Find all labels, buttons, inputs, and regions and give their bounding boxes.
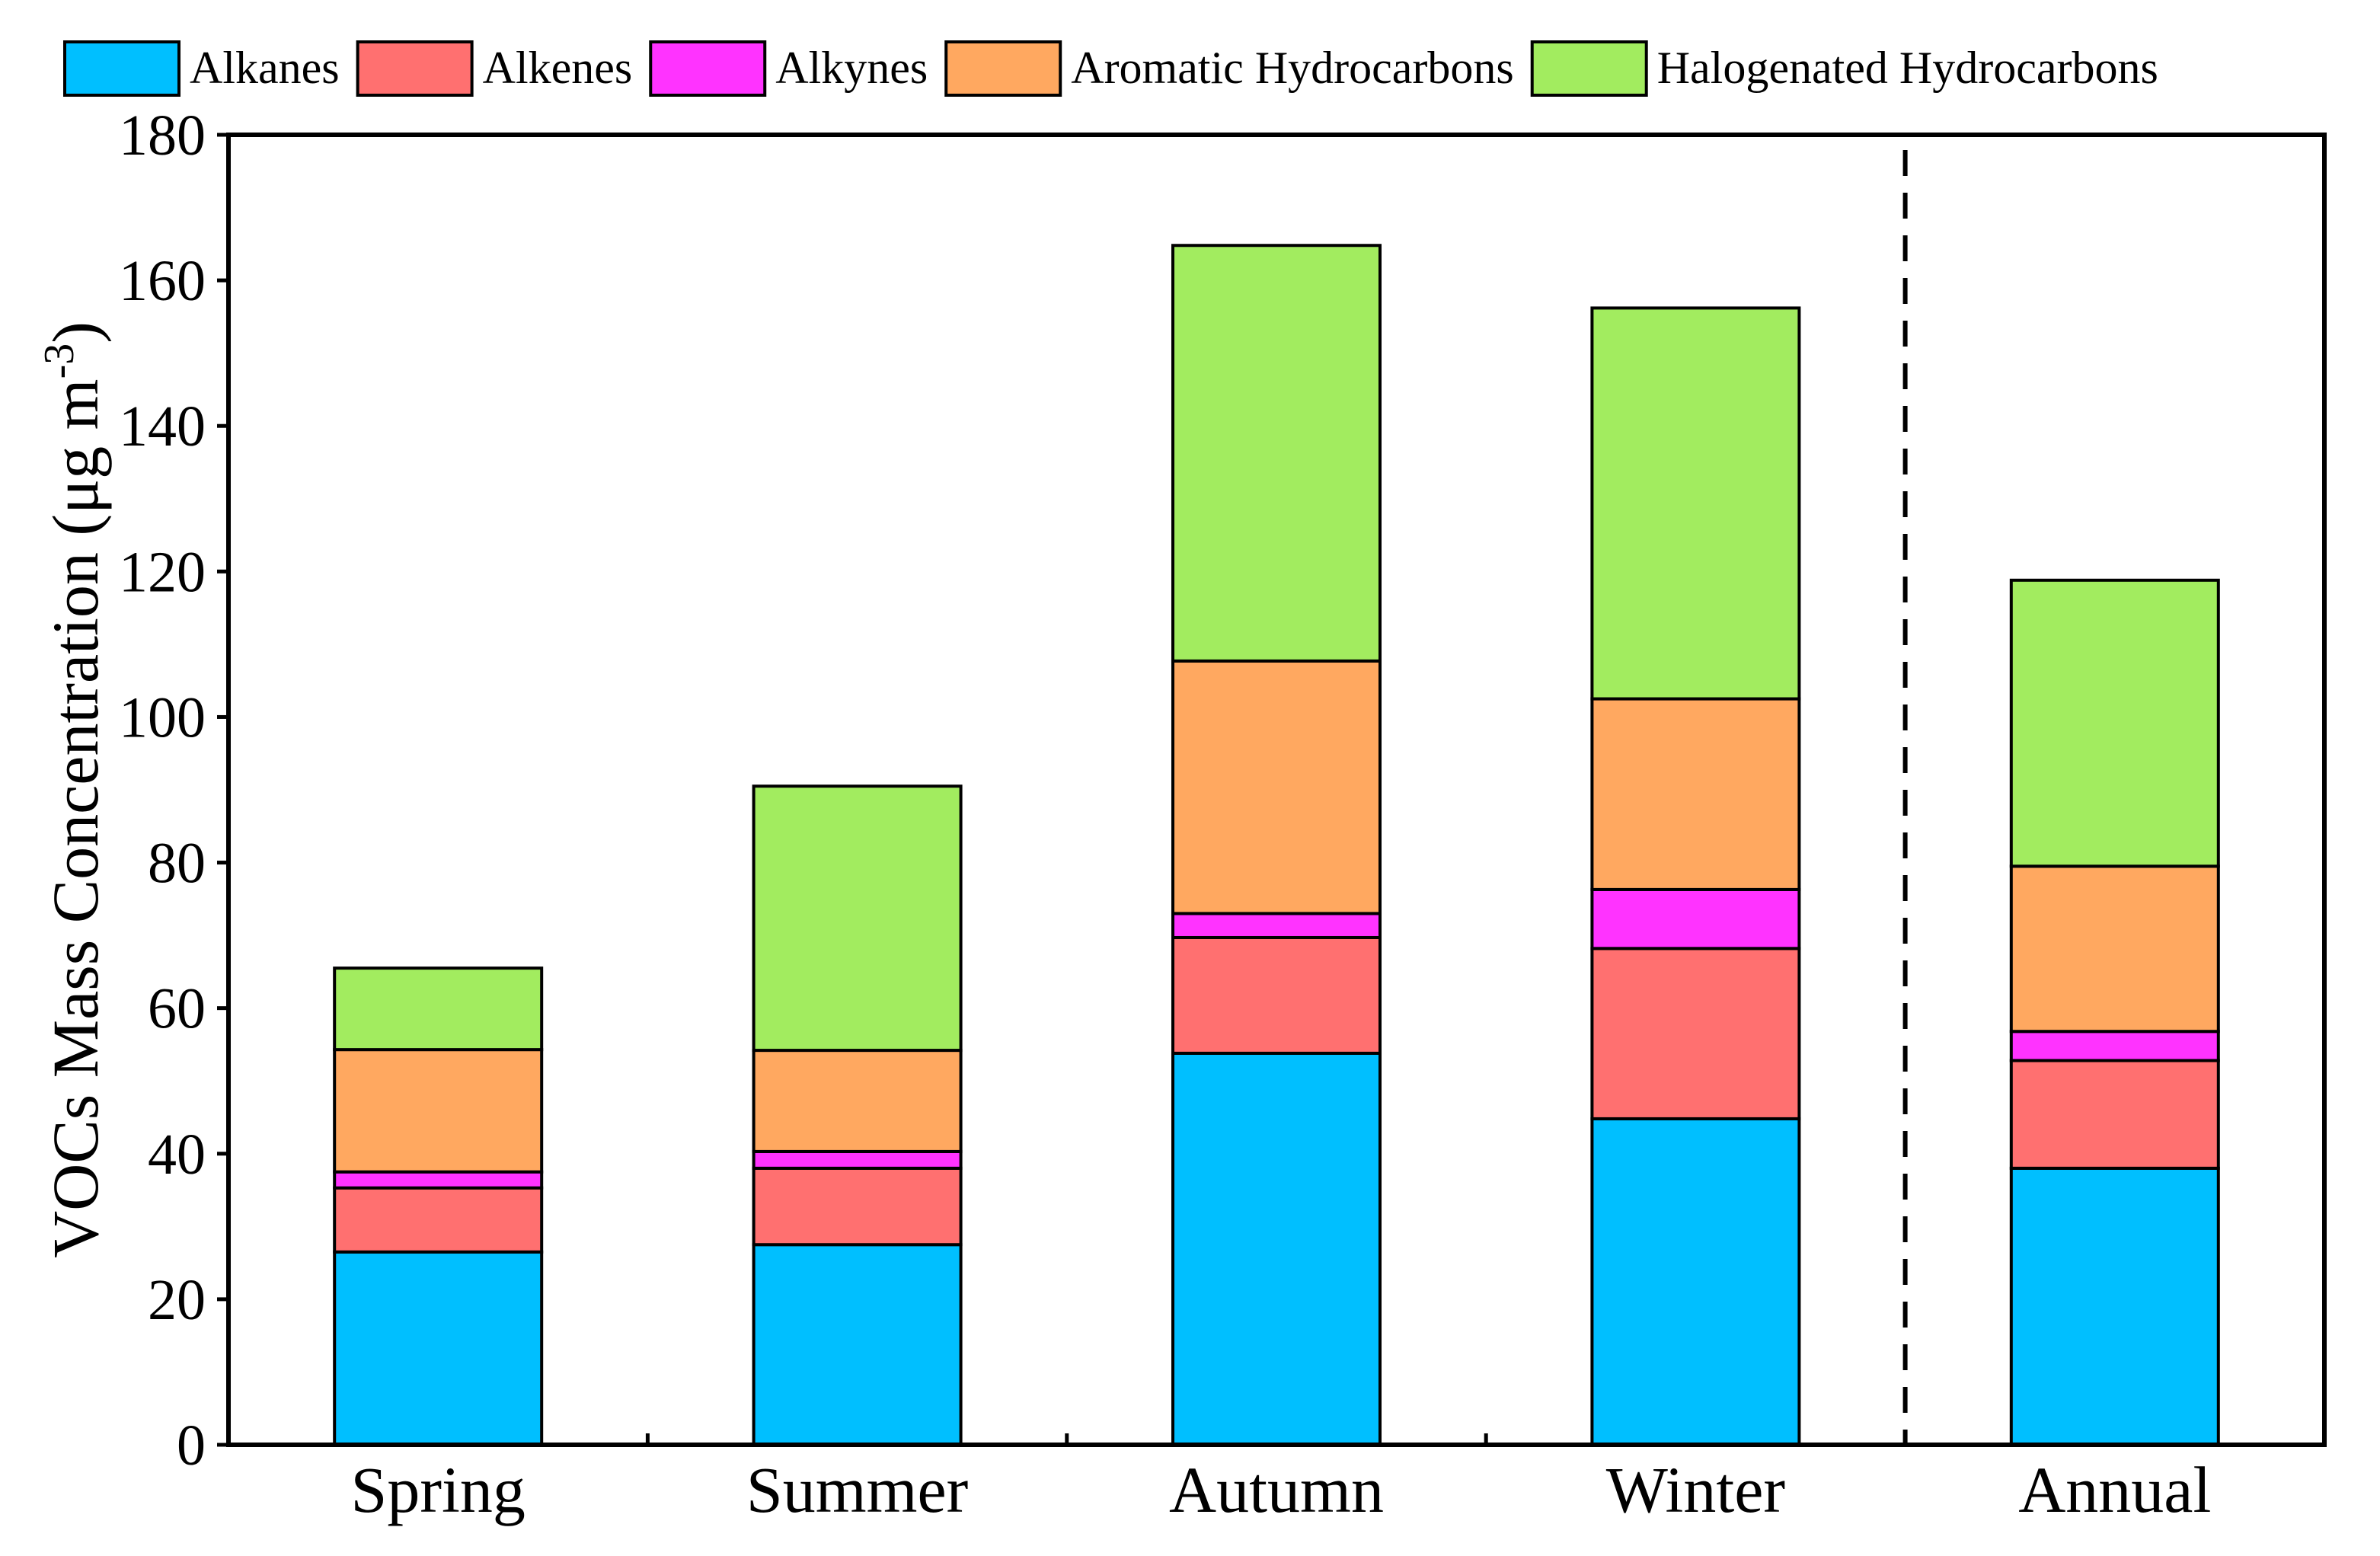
y-tick-label: 80 xyxy=(148,832,206,896)
x-tick-label-summer: Summer xyxy=(746,1453,968,1526)
bar-summer-alkynes xyxy=(752,1149,963,1170)
bar-spring-halogenated-hydrocarbons xyxy=(333,967,544,1052)
bar-annual-alkenes xyxy=(2009,1059,2220,1170)
legend-swatch xyxy=(356,40,474,97)
y-tick-label: 120 xyxy=(119,540,206,604)
x-tick-label-autumn: Autumn xyxy=(1169,1453,1384,1526)
y-tick-label: 60 xyxy=(148,977,206,1041)
bar-annual-alkanes xyxy=(2009,1166,2220,1447)
bar-summer-aromatic-hydrocarbons xyxy=(752,1049,963,1153)
bar-autumn-alkynes xyxy=(1171,912,1382,939)
legend-label: Alkenes xyxy=(483,43,633,93)
y-axis-label-superscript: -3 xyxy=(36,343,83,379)
bar-winter-alkenes xyxy=(1590,947,1801,1120)
bar-winter-halogenated-hydrocarbons xyxy=(1590,306,1801,701)
x-tick-label-winter: Winter xyxy=(1606,1453,1785,1526)
axes: 0 20 40 60 80 100 120 140 160 180 Spring Summer Autu… xyxy=(119,104,2211,1526)
y-tick-label: 40 xyxy=(148,1123,206,1187)
legend-label: Alkanes xyxy=(190,43,340,93)
legend-item-alkenes: Alkenes xyxy=(356,40,633,97)
legend-item-halogenated-hydrocarbons: Halogenated Hydrocarbons xyxy=(1530,40,2158,97)
bar-winter-alkynes xyxy=(1590,887,1801,951)
bar-autumn-aromatic-hydrocarbons xyxy=(1171,659,1382,915)
y-tick-label: 20 xyxy=(148,1268,206,1332)
legend-item-aromatic-hydrocarbons: Aromatic Hydrocarbons xyxy=(944,40,1514,97)
bar-annual-halogenated-hydrocarbons xyxy=(2009,578,2220,868)
bar-autumn-alkenes xyxy=(1171,935,1382,1055)
bar-annual-alkynes xyxy=(2009,1030,2220,1062)
bar-spring-aromatic-hydrocarbons xyxy=(333,1048,544,1174)
legend-label: Aromatic Hydrocarbons xyxy=(1071,43,1513,93)
y-axis-label-main: VOCs Mass Concentration (μg m xyxy=(39,379,112,1257)
bar-autumn-alkanes xyxy=(1171,1051,1382,1446)
y-tick-label: 140 xyxy=(119,395,206,458)
x-tick-label-annual: Annual xyxy=(2018,1453,2211,1526)
y-axis-label: VOCs Mass Concentration (μg m-3) xyxy=(36,321,112,1258)
legend-label: Halogenated Hydrocarbons xyxy=(1657,43,2158,93)
bar-autumn-halogenated-hydrocarbons xyxy=(1171,244,1382,663)
bar-winter-aromatic-hydrocarbons xyxy=(1590,697,1801,891)
legend-swatch xyxy=(649,40,767,97)
legend-swatch xyxy=(944,40,1062,97)
y-tick-label: 180 xyxy=(119,104,206,168)
legend: Alkanes Alkenes Alkynes Aromatic Hydrocarbo… xyxy=(63,40,2158,97)
bar-spring-alkenes xyxy=(333,1186,544,1254)
plot-frame xyxy=(226,133,2327,1447)
legend-item-alkynes: Alkynes xyxy=(649,40,928,97)
bar-summer-alkenes xyxy=(752,1166,963,1247)
legend-swatch xyxy=(1530,40,1648,97)
y-tick-label: 100 xyxy=(119,685,206,749)
bar-summer-halogenated-hydrocarbons xyxy=(752,784,963,1053)
y-axis-label-close: ) xyxy=(39,321,112,343)
y-tick-label: 0 xyxy=(177,1414,206,1478)
y-tick-label: 160 xyxy=(119,249,206,313)
bar-winter-alkanes xyxy=(1590,1117,1801,1447)
x-tick-label-spring: Spring xyxy=(351,1453,526,1526)
legend-label: Alkynes xyxy=(775,43,928,93)
bar-annual-aromatic-hydrocarbons xyxy=(2009,864,2220,1034)
bar-spring-alkanes xyxy=(333,1250,544,1447)
bars xyxy=(333,244,2220,1447)
legend-swatch xyxy=(63,40,180,97)
bar-summer-alkanes xyxy=(752,1243,963,1446)
bar-spring-alkynes xyxy=(333,1170,544,1190)
legend-item-alkanes: Alkanes xyxy=(63,40,340,97)
